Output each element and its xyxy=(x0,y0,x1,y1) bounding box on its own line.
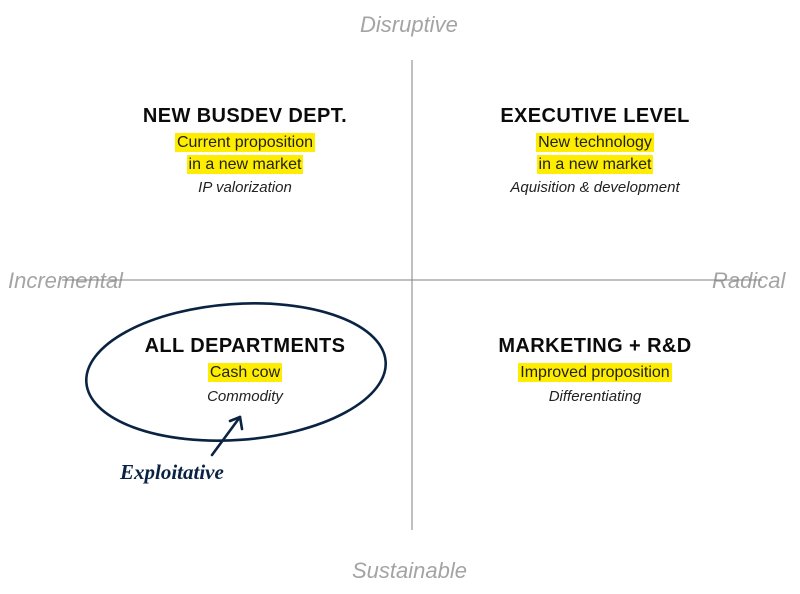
diagram-overlay xyxy=(0,0,800,594)
highlight-line-1: New technology xyxy=(536,133,654,152)
arrow-head xyxy=(230,417,242,429)
quadrant-bottom-right: MARKETING + R&D Improved proposition Dif… xyxy=(450,335,740,405)
quadrant-highlight: Cash cow xyxy=(208,362,282,384)
axis-label-top: Disruptive xyxy=(360,12,458,38)
quadrant-sub: Differentiating xyxy=(450,388,740,405)
annotation-arrow xyxy=(212,417,242,455)
quadrant-bottom-left: ALL DEPARTMENTS Cash cow Commodity xyxy=(110,335,380,405)
quadrant-title: NEW BUSDEV DEPT. xyxy=(110,105,380,128)
highlight-line-1: Cash cow xyxy=(208,363,282,382)
quadrant-title: EXECUTIVE LEVEL xyxy=(450,105,740,128)
quadrant-title: ALL DEPARTMENTS xyxy=(110,335,380,358)
quadrant-top-left: NEW BUSDEV DEPT. Current proposition in … xyxy=(110,105,380,196)
highlight-line-1: Current proposition xyxy=(175,133,315,152)
quadrant-highlight: Improved proposition xyxy=(518,362,671,384)
highlight-line-2: in a new market xyxy=(187,155,304,174)
annotation-exploitative: Exploitative xyxy=(120,460,224,485)
axis-label-left: Incremental xyxy=(8,268,123,294)
quadrant-highlight: Current proposition in a new market xyxy=(175,132,315,175)
axis-label-bottom: Sustainable xyxy=(352,558,467,584)
axis-label-right: Radical xyxy=(712,268,785,294)
highlight-line-2: in a new market xyxy=(537,155,654,174)
quadrant-highlight: New technology in a new market xyxy=(536,132,654,175)
highlight-line-1: Improved proposition xyxy=(518,363,671,382)
quadrant-top-right: EXECUTIVE LEVEL New technology in a new … xyxy=(450,105,740,196)
quadrant-sub: Aquisition & development xyxy=(450,179,740,196)
quadrant-sub: Commodity xyxy=(110,388,380,405)
quadrant-title: MARKETING + R&D xyxy=(450,335,740,358)
arrow-shaft xyxy=(212,417,240,455)
quadrant-sub: IP valorization xyxy=(110,179,380,196)
